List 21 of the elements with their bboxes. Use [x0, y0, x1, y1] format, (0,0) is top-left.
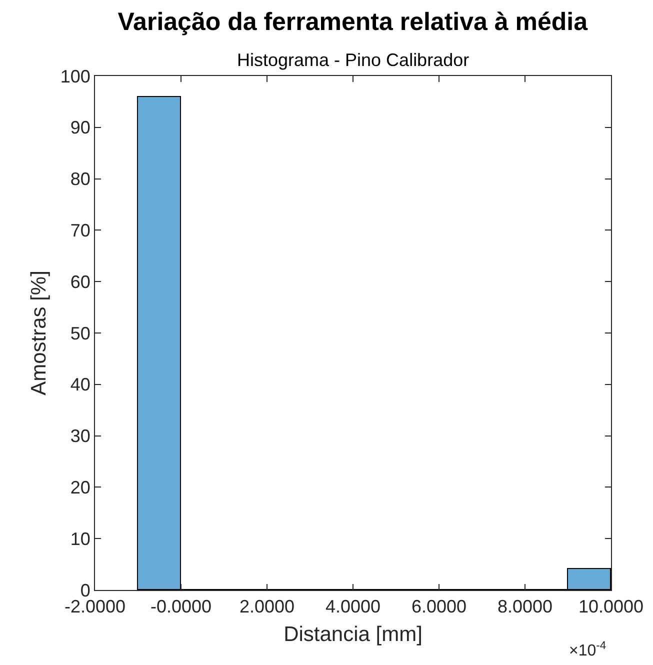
x-tick-label: -0.0000	[150, 596, 212, 617]
y-tick-label: 30	[70, 426, 90, 446]
x-tick-label: 4.0000	[325, 596, 381, 617]
y-tick-label: 10	[70, 528, 90, 549]
x-tick-label: 8.0000	[497, 596, 553, 617]
x-axis-title: Distancia [mm]	[284, 622, 422, 646]
x-tick-label: 2.0000	[239, 596, 295, 617]
x-tick-label: 10.0000	[578, 596, 644, 617]
y-tick-label: 40	[70, 374, 90, 395]
y-tick-label: 70	[70, 220, 90, 240]
y-tick-label: 90	[70, 118, 90, 138]
y-tick-label: 100	[60, 66, 90, 86]
chart-title: Variação da ferramenta relativa à média	[118, 8, 589, 36]
y-tick-label: 80	[70, 169, 90, 190]
y-tick-label: 50	[70, 323, 90, 344]
chart-subtitle: Histograma - Pino Calibrador	[237, 50, 470, 70]
y-tick-label: 60	[70, 272, 90, 292]
y-axis-title: Amostras [%]	[28, 270, 51, 396]
text: ×10$^{-4}$	[569, 640, 606, 660]
x-tick-label: 6.0000	[411, 596, 467, 617]
y-tick-label: 20	[70, 478, 90, 498]
